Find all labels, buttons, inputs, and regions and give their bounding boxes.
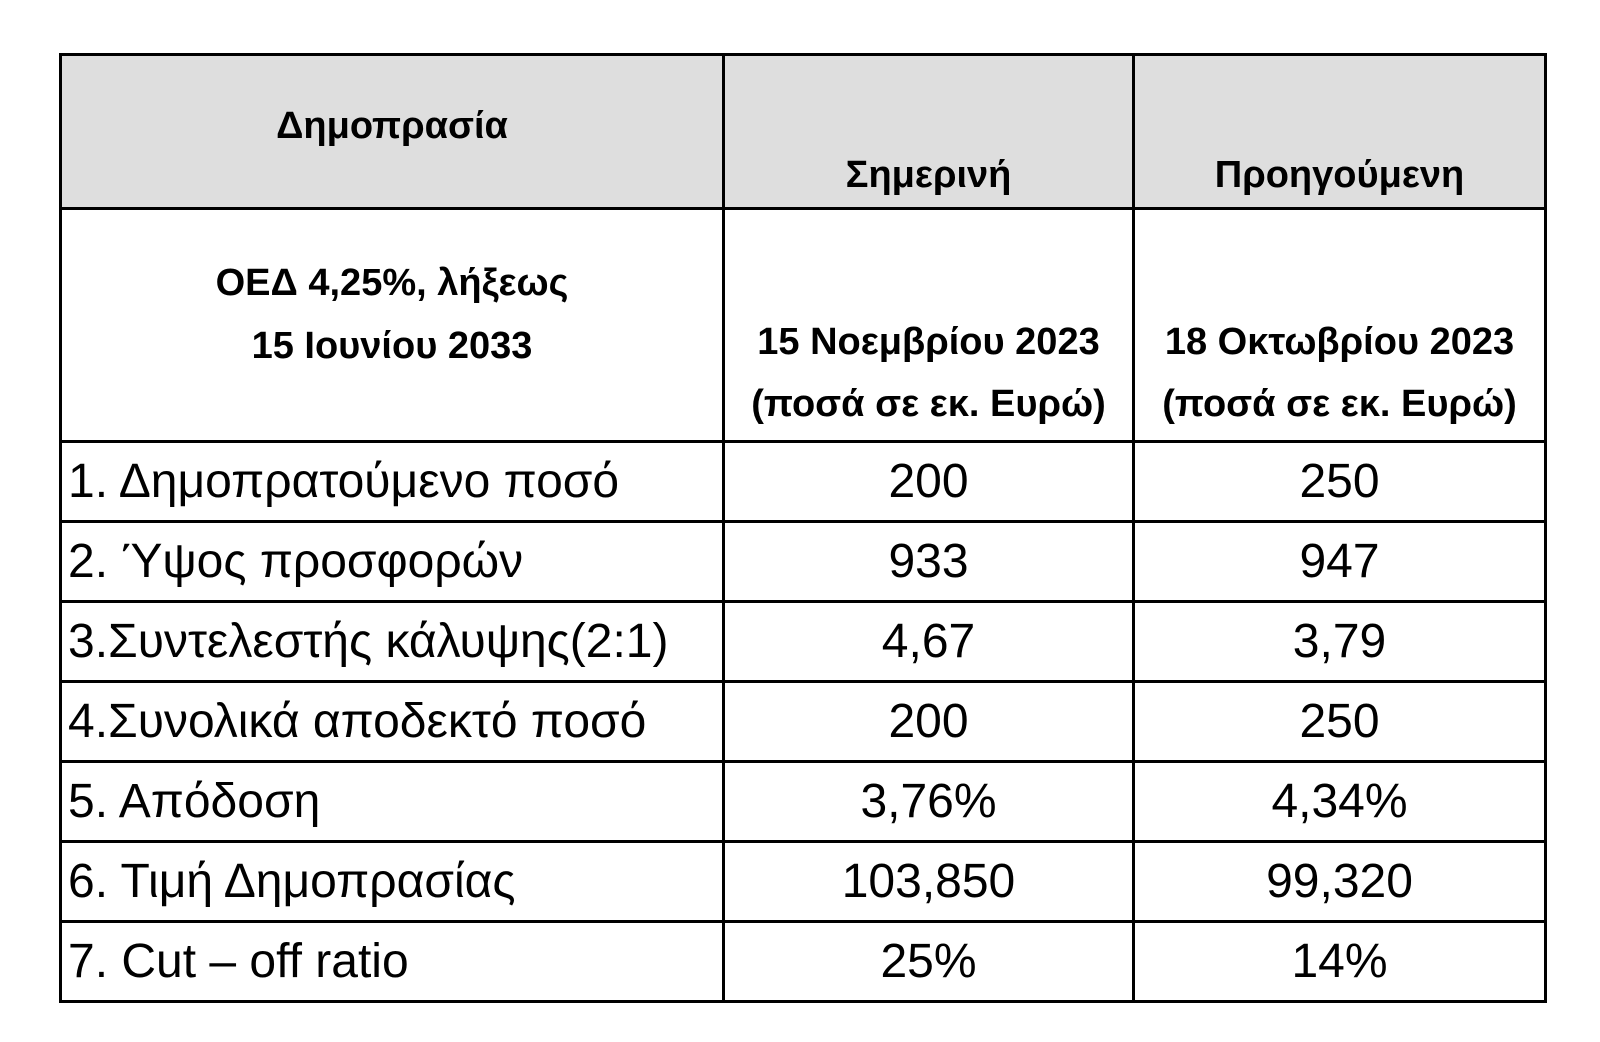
row-label: 2. Ύψος προσφορών	[59, 520, 725, 603]
previous-auction-unit: (ποσά σε εκ. Ευρώ)	[1162, 383, 1517, 426]
row-label: 7. Cut – off ratio	[59, 920, 725, 1003]
row-label: 4.Συνολικά αποδεκτό ποσό	[59, 680, 725, 763]
bond-name: ΟΕΔ 4,25%, λήξεως	[215, 262, 569, 305]
previous-value: 250	[1132, 440, 1547, 523]
current-value: 4,67	[722, 600, 1135, 683]
header-auction: Δημοπρασία	[59, 53, 725, 210]
row-label: 5. Απόδοση	[59, 760, 725, 843]
bond-maturity: 15 Ιουνίου 2033	[251, 325, 533, 367]
current-auction-unit: (ποσά σε εκ. Ευρώ)	[751, 383, 1106, 426]
table-row: 3.Συντελεστής κάλυψης(2:1) 4,67 3,79	[59, 600, 1547, 683]
previous-value: 99,320	[1132, 840, 1547, 923]
table-row: 6. Τιμή Δημοπρασίας 103,850 99,320	[59, 840, 1547, 923]
table-row: 2. Ύψος προσφορών 933 947	[59, 520, 1547, 603]
previous-value: 14%	[1132, 920, 1547, 1003]
current-value: 103,850	[722, 840, 1135, 923]
previous-value: 250	[1132, 680, 1547, 763]
current-value: 200	[722, 440, 1135, 523]
table-subheader-row: ΟΕΔ 4,25%, λήξεως 15 Ιουνίου 2033 15 Νοε…	[59, 207, 1547, 443]
header-current: Σημερινή	[722, 53, 1135, 210]
row-label: 1. Δημοπρατούμενο ποσό	[59, 440, 725, 523]
row-label: 3.Συντελεστής κάλυψης(2:1)	[59, 600, 725, 683]
previous-value: 4,34%	[1132, 760, 1547, 843]
auction-results-table: Δημοπρασία Σημερινή Προηγούμενη ΟΕΔ 4,25…	[59, 53, 1547, 1003]
table-row: 7. Cut – off ratio 25% 14%	[59, 920, 1547, 1003]
table-row: 4.Συνολικά αποδεκτό ποσό 200 250	[59, 680, 1547, 763]
previous-auction-date: 18 Οκτωβρίου 2023	[1164, 320, 1515, 363]
current-value: 3,76%	[722, 760, 1135, 843]
current-value: 200	[722, 680, 1135, 763]
current-value: 25%	[722, 920, 1135, 1003]
current-auction-date: 15 Νοεμβρίου 2023	[757, 320, 1100, 363]
row-label: 6. Τιμή Δημοπρασίας	[59, 840, 725, 923]
table-row: 1. Δημοπρατούμενο ποσό 200 250	[59, 440, 1547, 523]
auction-results-table-container: Δημοπρασία Σημερινή Προηγούμενη ΟΕΔ 4,25…	[59, 53, 1547, 1003]
bond-description-cell: ΟΕΔ 4,25%, λήξεως 15 Ιουνίου 2033	[59, 207, 725, 443]
current-auction-date-cell: 15 Νοεμβρίου 2023 (ποσά σε εκ. Ευρώ)	[722, 207, 1135, 443]
header-previous: Προηγούμενη	[1132, 53, 1547, 210]
table-header-row: Δημοπρασία Σημερινή Προηγούμενη	[59, 53, 1547, 210]
table-row: 5. Απόδοση 3,76% 4,34%	[59, 760, 1547, 843]
previous-auction-date-cell: 18 Οκτωβρίου 2023 (ποσά σε εκ. Ευρώ)	[1132, 207, 1547, 443]
current-value: 933	[722, 520, 1135, 603]
previous-value: 947	[1132, 520, 1547, 603]
previous-value: 3,79	[1132, 600, 1547, 683]
